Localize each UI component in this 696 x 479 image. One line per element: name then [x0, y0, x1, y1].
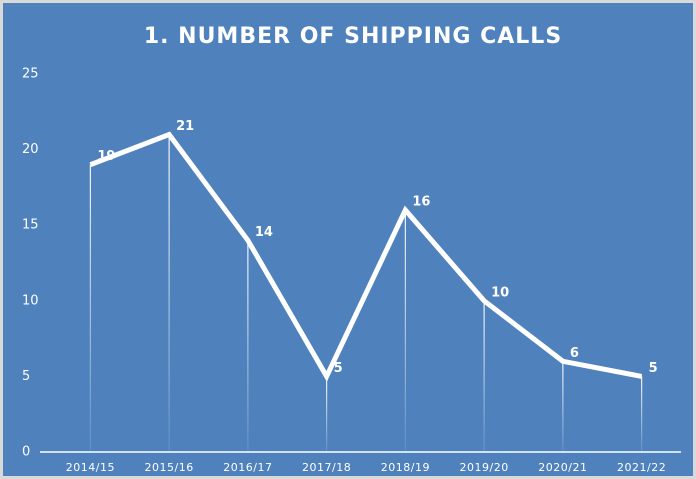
data-label: 19 — [97, 149, 115, 164]
data-label: 5 — [334, 361, 343, 376]
x-tick-label: 2021/22 — [617, 461, 666, 474]
x-tick-label: 2016/17 — [223, 461, 272, 474]
data-label: 6 — [570, 346, 579, 361]
y-tick-label: 0 — [22, 445, 30, 460]
drop-line — [641, 376, 643, 452]
drop-line — [404, 210, 406, 452]
plot-background — [3, 3, 693, 476]
y-tick-label: 15 — [22, 218, 39, 233]
y-tick-label: 5 — [22, 369, 30, 384]
data-label: 14 — [255, 225, 273, 240]
drop-line — [168, 134, 170, 453]
drop-line — [247, 240, 249, 452]
x-tick-label: 2019/20 — [460, 461, 509, 474]
y-tick-label: 25 — [22, 67, 39, 82]
x-tick-label: 2020/21 — [538, 461, 587, 474]
data-label: 5 — [649, 361, 658, 376]
data-label: 21 — [176, 119, 194, 134]
x-tick-label: 2015/16 — [145, 461, 194, 474]
drop-line — [562, 361, 564, 452]
data-label: 16 — [412, 195, 430, 210]
drop-line — [89, 164, 91, 452]
x-tick-label: 2014/15 — [66, 461, 115, 474]
data-label: 10 — [491, 285, 509, 300]
chart-title: 1. NUMBER OF SHIPPING CALLS — [144, 24, 562, 49]
y-tick-label: 10 — [22, 293, 39, 308]
x-tick-label: 2018/19 — [381, 461, 430, 474]
drop-line — [326, 376, 328, 452]
y-tick-label: 20 — [22, 142, 39, 157]
x-tick-label: 2017/18 — [302, 461, 351, 474]
line — [89, 131, 643, 382]
drop-line — [483, 300, 485, 452]
